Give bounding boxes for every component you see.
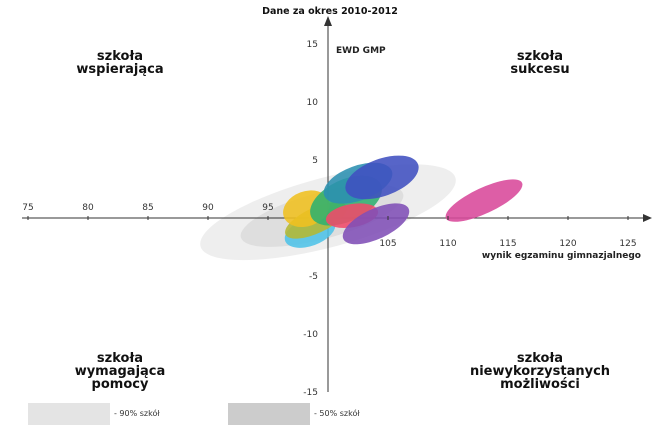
- quadrant-bottom-right-line-3: możliwości: [500, 377, 580, 392]
- y-tick-label-5: -15: [303, 388, 318, 398]
- x-axis-label: wynik egzaminu gimnazjalnego: [482, 251, 641, 261]
- school-ellipses: [283, 155, 523, 248]
- quadrant-bottom-left-line-2: wymagająca: [74, 364, 166, 379]
- y-tick-label-3: -5: [309, 272, 318, 282]
- x-tick-label-0: 75: [22, 203, 33, 213]
- legend-50-label: - 50% szkół: [314, 409, 360, 418]
- quadrant-bottom-left-line-3: pomocy: [91, 377, 149, 392]
- x-axis-arrow: [643, 214, 652, 222]
- x-tick-label-2: 85: [142, 203, 153, 213]
- y-axis-arrow: [324, 16, 332, 26]
- x-tick-label-3: 90: [202, 203, 214, 213]
- x-tick-label-5: 105: [379, 239, 396, 249]
- quadrant-top-right-line-1: szkoła: [516, 49, 564, 64]
- quadrant-top-right-line-2: sukcesu: [510, 62, 570, 77]
- y-axis-label: EWD GMP: [336, 46, 386, 56]
- quadrant-top-right-label: szkoła sukcesu: [475, 50, 605, 76]
- quadrant-bottom-right-label: szkoła niewykorzystanych możliwości: [455, 352, 625, 391]
- x-tick-label-1: 80: [82, 203, 94, 213]
- y-tick-label-0: 15: [307, 40, 318, 50]
- x-tick-label-6: 110: [439, 239, 456, 249]
- quadrant-bottom-right-line-1: szkoła: [516, 351, 564, 366]
- x-tick-label-8: 120: [559, 239, 576, 249]
- x-tick-label-9: 125: [619, 239, 636, 249]
- chart-title: Dane za okres 2010-2012: [262, 6, 398, 17]
- school-ellipse-6: [342, 203, 410, 245]
- x-tick-label-7: 115: [499, 239, 516, 249]
- quadrant-bottom-right-line-2: niewykorzystanych: [469, 364, 611, 379]
- y-tick-label-1: 10: [307, 98, 319, 108]
- school-ellipse-8: [445, 179, 523, 222]
- legend-50-swatch: [228, 403, 310, 425]
- legend-90-swatch: [28, 403, 110, 425]
- legend-90-label: - 90% szkół: [114, 409, 160, 418]
- quadrant-bottom-left-line-1: szkoła: [96, 351, 144, 366]
- school-ellipse-7: [345, 155, 419, 200]
- y-tick-label-2: 5: [312, 156, 318, 166]
- x-tick-label-4: 95: [262, 203, 273, 213]
- quadrant-top-left-line-1: szkoła: [96, 49, 144, 64]
- y-tick-label-4: -10: [303, 330, 318, 340]
- quadrant-bottom-left-label: szkoła wymagająca pomocy: [55, 352, 185, 391]
- quadrant-top-left-label: szkoła wspierająca: [55, 50, 185, 76]
- quadrant-top-left-line-2: wspierająca: [76, 62, 164, 77]
